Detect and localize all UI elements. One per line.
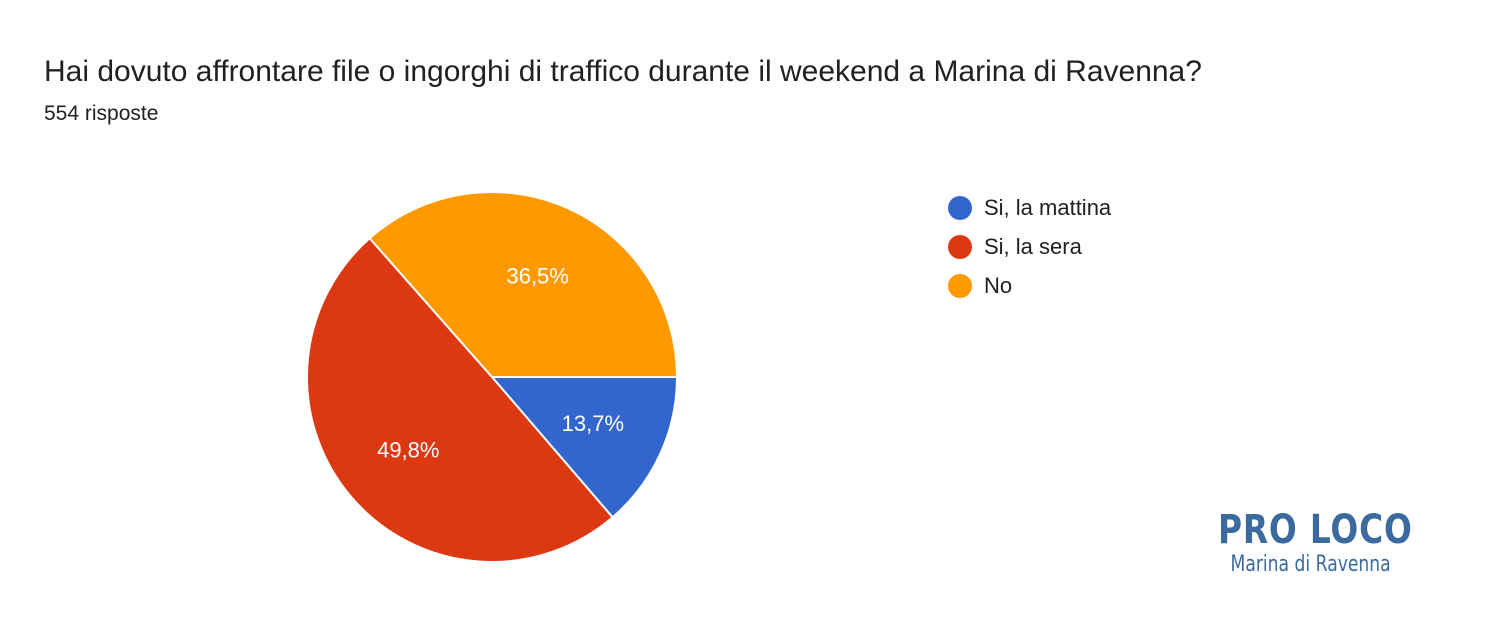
legend-label-1: Si, la sera — [984, 233, 1082, 259]
legend-swatch-1 — [948, 234, 972, 259]
slice-label-1: 49,8% — [377, 437, 439, 462]
logo-main-text: PRO LOCO — [1218, 507, 1413, 553]
pie-slice-1 — [305, 236, 615, 564]
pro-loco-logo: PRO LOCO Marina di Ravenna — [1218, 508, 1455, 578]
legend-label-0: Si, la mattina — [984, 194, 1112, 220]
logo-sub-text: Marina di Ravenna — [1230, 552, 1391, 577]
legend-swatch-2 — [948, 273, 972, 298]
slice-label-2: 36,5% — [506, 263, 568, 288]
legend-swatch-0 — [948, 195, 972, 220]
legend-item-0: Si, la mattina — [948, 188, 1111, 227]
pie-slice-0 — [489, 376, 679, 519]
chart-legend: Si, la mattina Si, la sera No — [948, 188, 1111, 305]
legend-item-1: Si, la sera — [948, 227, 1111, 266]
legend-label-2: No — [984, 272, 1013, 298]
legend-item-2: No — [948, 266, 1111, 305]
pie-slice-2 — [368, 190, 679, 378]
slice-label-0: 13,7% — [562, 411, 624, 436]
chart-title: Hai dovuto affrontare file o ingorghi di… — [44, 55, 1202, 88]
response-count: 554 risposte — [44, 102, 159, 125]
